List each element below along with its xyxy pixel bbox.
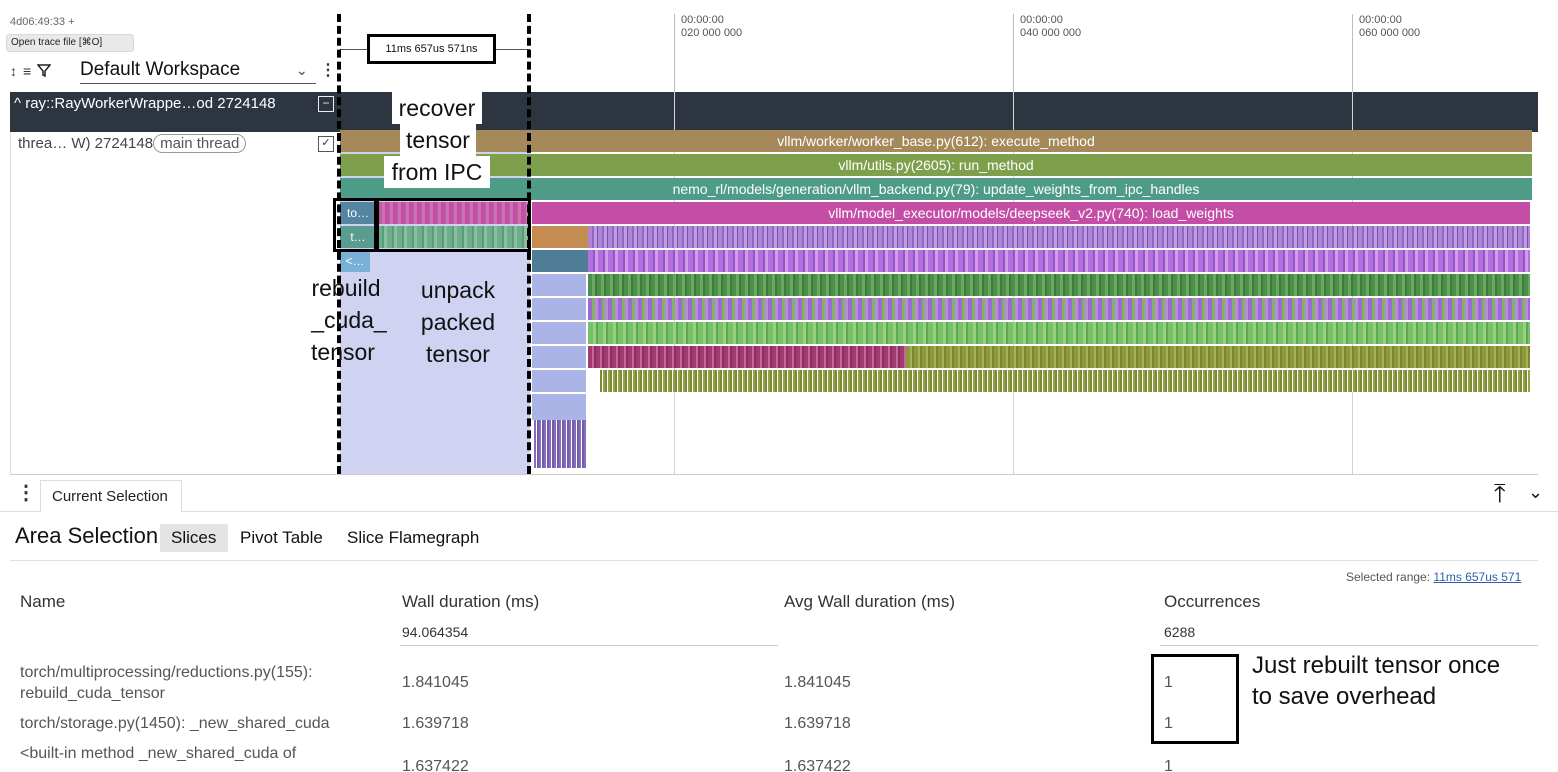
section-divider — [10, 560, 1538, 561]
slice-cluster[interactable] — [534, 420, 586, 468]
column-header-avg-wall[interactable]: Avg Wall duration (ms) — [784, 592, 955, 611]
annotation-unpack-line2: packed — [420, 309, 496, 335]
thread-track-title[interactable]: threa… W) 2724148 main thread — [18, 134, 247, 153]
details-panel-header — [0, 476, 1558, 512]
total-underline — [1160, 645, 1538, 646]
slice-cluster[interactable] — [377, 202, 530, 224]
selection-duration-label: 11ms 657us 571ns — [367, 34, 496, 64]
table-row-wall: 1.637422 — [402, 758, 469, 772]
chevron-down-icon[interactable]: ⌄ — [296, 62, 308, 78]
slice-cluster[interactable] — [532, 250, 588, 272]
slice-update-weights[interactable]: nemo_rl/models/generation/vllm_backend.p… — [340, 178, 1532, 200]
annotation-box — [1151, 654, 1239, 744]
annotation-rebuild-line1: rebuild — [311, 275, 381, 301]
tab-current-selection[interactable]: Current Selection — [40, 480, 182, 512]
selected-range-link[interactable]: 11ms 657us 571 — [1433, 570, 1522, 584]
track-divider — [10, 132, 11, 474]
slice-cluster[interactable] — [532, 322, 586, 344]
annotation-unpack-line1: unpack — [420, 277, 496, 303]
table-row-name[interactable]: <built-in method _new_shared_cuda of — [20, 745, 297, 762]
slice-cluster[interactable] — [588, 226, 1530, 248]
range-marker-line — [496, 49, 530, 50]
collapse-icon[interactable]: − — [318, 96, 334, 112]
table-row-wall: 1.639718 — [402, 715, 469, 732]
slice-cluster[interactable] — [588, 322, 1530, 344]
table-row-occurrences: 1 — [1164, 715, 1173, 732]
annotation-recover-line2: tensor — [400, 124, 476, 156]
table-row-wall: 1.841045 — [402, 674, 469, 691]
open-trace-tooltip: Open trace file [⌘O] — [6, 34, 134, 52]
column-header-occurrences[interactable]: Occurrences — [1164, 592, 1261, 611]
slice-cluster[interactable] — [588, 274, 1530, 296]
slice-cluster[interactable] — [532, 370, 586, 392]
more-options-icon[interactable]: ⋮ — [320, 62, 336, 79]
selection-boundary-left — [337, 14, 341, 474]
table-row-name[interactable]: torch/multiprocessing/reductions.py(155)… — [20, 664, 313, 702]
area-selection-title: Area Selection — [15, 523, 159, 548]
slice-run-method[interactable]: vllm/utils.py(2605): run_method — [340, 154, 1532, 176]
workspace-select[interactable]: Default Workspace — [80, 58, 316, 84]
slice-cluster[interactable] — [377, 226, 530, 248]
table-row-occurrences: 1 — [1164, 674, 1173, 691]
annotation-recover-line3: from IPC — [384, 156, 490, 188]
table-row-avg: 1.639718 — [784, 715, 851, 732]
main-thread-chip: main thread — [153, 134, 247, 153]
annotation-box — [333, 198, 377, 252]
total-occurrences: 6288 — [1164, 624, 1196, 640]
slice-load-weights[interactable]: vllm/model_executor/models/deepseek_v2.p… — [532, 202, 1530, 224]
track-bottom-border — [10, 474, 1538, 475]
slice-cluster[interactable] — [532, 274, 586, 296]
selected-range: Selected range: 11ms 657us 571 — [1346, 570, 1522, 584]
annotation-rebuild-line3: tensor — [311, 339, 375, 365]
trace-origin-time: 4d06:49:33 + — [10, 16, 75, 28]
column-header-name[interactable]: Name — [20, 592, 66, 611]
slice-short[interactable]: <… — [340, 250, 370, 272]
slice-cluster[interactable] — [532, 226, 588, 248]
slice-cluster[interactable] — [588, 250, 1530, 272]
slice-cluster[interactable] — [906, 346, 1530, 368]
total-underline — [400, 645, 778, 646]
slice-execute-method[interactable]: vllm/worker/worker_base.py(612): execute… — [340, 130, 1532, 152]
timeline-tick: 00:00:00 040 000 000 — [1013, 14, 1081, 92]
tab-pivot-table[interactable]: Pivot Table — [240, 528, 323, 547]
table-row-avg: 1.637422 — [784, 758, 851, 772]
collapse-all-icon[interactable]: ↕ — [10, 63, 17, 79]
annotation-rebuild-line2: _cuda_ — [311, 307, 387, 333]
checkbox-icon[interactable]: ✓ — [318, 136, 334, 152]
column-header-wall[interactable]: Wall duration (ms) — [402, 592, 540, 611]
tab-slice-flamegraph[interactable]: Slice Flamegraph — [347, 528, 480, 547]
filter-icon[interactable] — [36, 63, 52, 80]
slice-cluster[interactable] — [600, 370, 1530, 392]
sort-icon[interactable]: ≡ — [23, 63, 32, 79]
table-row-occurrences: 1 — [1164, 758, 1173, 772]
table-row-avg: 1.841045 — [784, 674, 851, 691]
slice-cluster[interactable] — [532, 394, 586, 420]
process-track-title[interactable]: ^ ray::RayWorkerWrappe…od 2724148 — [10, 92, 340, 132]
range-marker-line — [340, 49, 367, 50]
annotation-unpack-line3: tensor — [426, 341, 490, 367]
slice-cluster[interactable] — [532, 346, 586, 368]
annotation-box — [376, 198, 531, 252]
slice-short[interactable]: t… — [340, 226, 376, 248]
total-wall-duration: 94.064354 — [402, 624, 469, 640]
maximize-panel-icon[interactable]: ⤒ — [1494, 478, 1506, 508]
chevron-down-icon[interactable]: ⌄ — [1528, 482, 1544, 502]
slice-short[interactable]: to… — [340, 202, 376, 224]
annotation-recover-line1: recover — [392, 92, 482, 124]
timeline-tick: 00:00:00 060 000 000 — [1352, 14, 1420, 92]
panel-menu-icon[interactable]: ⋮ — [16, 482, 36, 504]
timeline-tick: 00:00:00 020 000 000 — [674, 14, 742, 92]
slice-cluster[interactable] — [532, 298, 586, 320]
occurrence-annotation: Just rebuilt tensor once to save overhead — [1252, 652, 1501, 710]
table-row-name[interactable]: torch/storage.py(1450): _new_shared_cuda — [20, 715, 330, 732]
slice-cluster[interactable] — [588, 346, 906, 368]
tab-slices[interactable]: Slices — [160, 524, 228, 552]
slice-cluster[interactable] — [588, 298, 1530, 320]
track-toolbar: ↕ ≡ — [10, 58, 336, 84]
